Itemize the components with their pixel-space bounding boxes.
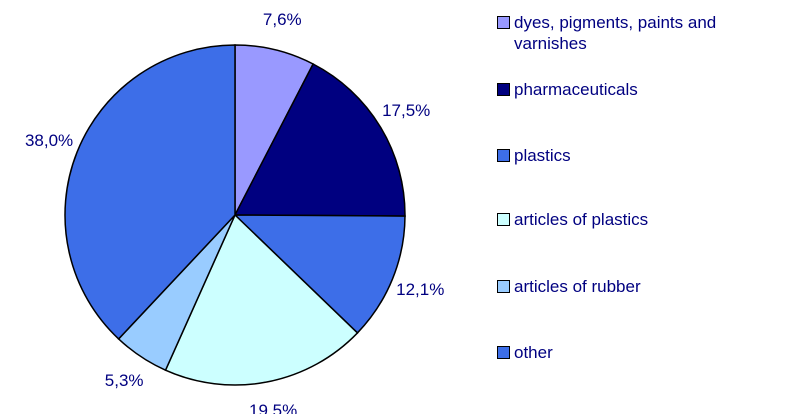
- legend-item: articles of rubber: [497, 276, 764, 297]
- legend-swatch: [497, 346, 510, 359]
- data-label: 7,6%: [263, 10, 302, 29]
- legend-label: pharmaceuticals: [514, 80, 638, 99]
- pie-slice: [64, 44, 236, 340]
- data-label: 5,3%: [105, 371, 144, 390]
- legend-item: plastics: [497, 145, 764, 166]
- pie-slice: [233, 63, 406, 217]
- legend-label: articles of plastics: [514, 210, 649, 229]
- legend-label: dyes, pigments, paints and varnishes: [514, 13, 717, 53]
- legend-label: articles of rubber: [514, 277, 641, 296]
- legend-item: other: [497, 342, 764, 363]
- legend-swatch: [497, 149, 510, 162]
- pie-slice: [233, 214, 406, 334]
- legend-item: pharmaceuticals: [497, 79, 764, 100]
- legend-item: dyes, pigments, paints and varnishes: [497, 12, 764, 54]
- pie-slice: [164, 213, 359, 386]
- legend-item: articles of plastics: [497, 209, 764, 230]
- legend-swatch: [497, 280, 510, 293]
- legend-swatch: [497, 16, 510, 29]
- legend-swatch: [497, 83, 510, 96]
- legend-label: other: [514, 343, 553, 362]
- data-label: 19,5%: [249, 401, 297, 414]
- legend-label: plastics: [514, 146, 571, 165]
- legend-swatch: [497, 213, 510, 226]
- data-label: 38,0%: [25, 131, 73, 150]
- data-label: 17,5%: [382, 101, 430, 120]
- data-label: 12,1%: [396, 280, 444, 299]
